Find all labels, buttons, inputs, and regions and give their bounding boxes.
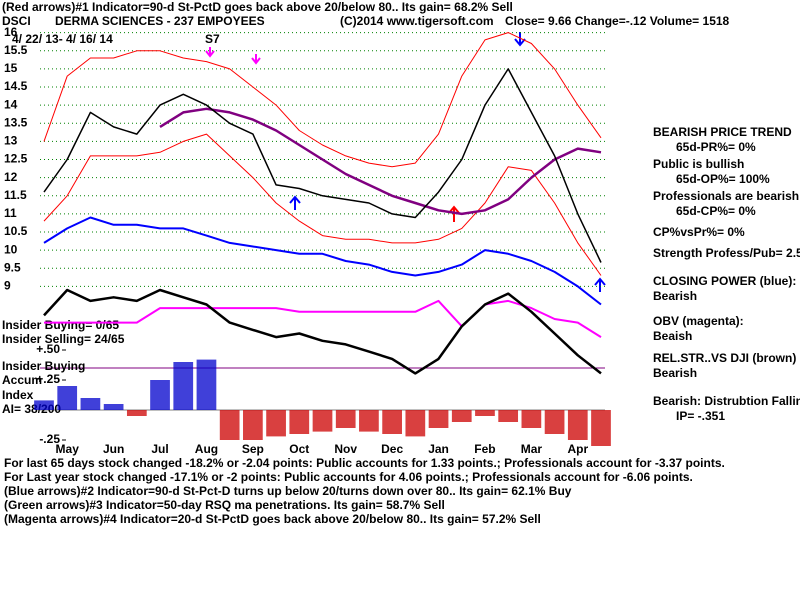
y-tick-label: -.25	[39, 432, 60, 446]
y-tick-label: 13.5	[4, 115, 28, 129]
insider-text: Insider Buying	[2, 359, 85, 373]
bar	[405, 410, 426, 437]
y-tick-label: +.25	[36, 372, 60, 386]
y-tick-label: 13	[4, 134, 18, 148]
bar	[475, 410, 495, 416]
series-line	[43, 68, 602, 263]
side-text: Bearish: Distrubtion Falling	[653, 394, 800, 408]
y-tick-label: 11	[4, 206, 17, 220]
series-line	[44, 299, 602, 338]
side-text: Professionals are bearish	[653, 189, 799, 203]
copyright: (C)2014 www.tigersoft.com	[340, 14, 494, 28]
header-line: (Red arrows)#1 Indicator=90-d St-PctD go…	[2, 0, 513, 14]
side-text: CLOSING POWER (blue):	[653, 274, 796, 288]
insider-text: Accum	[2, 373, 42, 387]
side-text: Beaish	[653, 329, 692, 343]
arrow	[251, 54, 261, 65]
y-tick-label: +.50	[36, 342, 60, 356]
bar	[521, 410, 542, 428]
bar	[335, 410, 356, 428]
bar	[591, 410, 611, 446]
y-tick-label: 15.5	[4, 43, 28, 57]
signal-label: S7	[205, 32, 220, 46]
side-text: 65d-CP%= 0%	[676, 204, 756, 218]
x-tick-label: Jul	[151, 442, 168, 456]
series-line	[43, 216, 602, 306]
x-tick-label: Feb	[474, 442, 495, 456]
series-line	[43, 32, 602, 168]
y-tick-label: 10.5	[4, 224, 28, 238]
bar	[150, 380, 170, 410]
series-line	[159, 107, 602, 216]
y-tick-label: 9.5	[4, 260, 21, 274]
side-text: REL.STR..VS DJI (brown)	[653, 351, 796, 365]
symbol: DSCI	[2, 14, 31, 28]
y-tick-label: 12	[4, 170, 18, 184]
bar	[80, 398, 101, 410]
bar	[498, 410, 519, 422]
footer-text: (Magenta arrows)#4 Indicator=20-d St-Pct…	[4, 512, 541, 526]
bar	[382, 410, 402, 434]
x-tick-label: Aug	[195, 442, 218, 456]
side-text: Bearish	[653, 289, 697, 303]
x-tick-label: Oct	[289, 442, 309, 456]
insider-text: Index	[2, 388, 34, 402]
side-text: IP= -.351	[676, 409, 725, 423]
bar	[289, 410, 310, 434]
y-tick-label: 16	[4, 25, 18, 39]
insider-text: Insider Selling= 24/65	[2, 332, 125, 346]
bar	[451, 410, 472, 422]
x-tick-label: Jan	[428, 442, 449, 456]
side-text: 65d-PR%= 0%	[676, 140, 756, 154]
side-text: BEARISH PRICE TREND	[653, 125, 792, 139]
x-tick-label: Apr	[567, 442, 588, 456]
x-tick-label: Dec	[381, 442, 403, 456]
insider-text: Insider Buying= 0/65	[2, 318, 119, 332]
side-text: Bearish	[653, 366, 697, 380]
bar	[243, 410, 263, 440]
side-text: Public is bullish	[653, 157, 744, 171]
bar	[567, 410, 588, 440]
bar	[103, 404, 124, 410]
series-line	[43, 133, 602, 276]
x-tick-label: May	[56, 442, 80, 456]
side-text: Strength Profess/Pub= 2.5	[653, 246, 800, 260]
bar	[196, 359, 217, 410]
x-tick-label: Jun	[103, 442, 124, 456]
y-tick-label: 11.5	[4, 188, 27, 202]
bar	[266, 410, 286, 437]
y-tick-label: 9	[4, 279, 11, 293]
quote: Close= 9.66 Change=-.12 Volume= 1518	[505, 14, 730, 28]
y-tick-label: 15	[4, 61, 18, 75]
side-text: OBV (magenta):	[653, 314, 744, 328]
bar	[173, 362, 194, 410]
footer-text: For Last year stock changed -17.1% or -2…	[4, 470, 693, 484]
footer-text: (Blue arrows)#2 Indicator=90-d St-Pct-D …	[4, 484, 572, 498]
bar	[359, 410, 379, 432]
bar	[126, 410, 147, 416]
side-text: CP%vsPr%= 0%	[653, 225, 745, 239]
y-tick-label: 14	[4, 97, 18, 111]
y-tick-label: 10	[4, 242, 18, 256]
x-tick-label: Mar	[521, 442, 543, 456]
bar	[219, 410, 240, 440]
footer-text: For last 65 days stock changed -18.2% or…	[4, 456, 725, 470]
company: DERMA SCIENCES - 237 EMPOYEES	[55, 14, 265, 28]
side-text: 65d-OP%= 100%	[676, 172, 770, 186]
y-tick-label: 14.5	[4, 79, 28, 93]
arrow	[205, 47, 215, 58]
bar	[544, 410, 565, 434]
bar	[428, 410, 449, 428]
bar	[312, 410, 333, 432]
x-tick-label: Sep	[242, 442, 264, 456]
y-tick-label: 12.5	[4, 152, 28, 166]
bar	[34, 400, 54, 410]
bar	[57, 386, 78, 410]
date-range: 4/ 22/ 13- 4/ 16/ 14	[12, 32, 113, 46]
series-line	[43, 288, 602, 375]
arrow	[289, 195, 301, 210]
x-tick-label: Nov	[334, 442, 357, 456]
footer-text: (Green arrows)#3 Indicator=50-day RSQ ma…	[4, 498, 445, 512]
